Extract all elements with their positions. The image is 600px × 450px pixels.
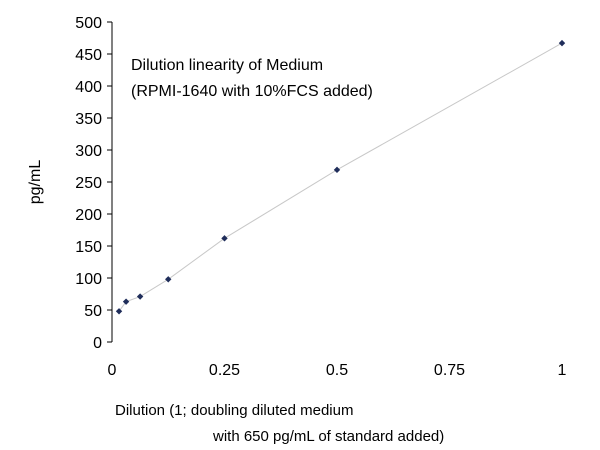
y-tick-label: 50 (84, 303, 102, 320)
y-tick-label: 350 (75, 111, 102, 128)
data-point (136, 293, 144, 300)
x-tick-label: 0.75 (434, 362, 465, 379)
y-axis: 0 50 100 150 200 250 300 350 400 450 500 (75, 15, 113, 352)
x-tick-label: 0 (108, 362, 117, 379)
x-tick-label: 0.25 (209, 362, 240, 379)
y-tick-label: 0 (93, 335, 102, 352)
y-tick-label: 200 (75, 207, 102, 224)
y-tick-label: 100 (75, 271, 102, 288)
x-axis: 0 0.25 0.5 0.75 1 (108, 362, 567, 379)
x-tick-label: 1 (558, 362, 567, 379)
x-tick-label: 0.5 (326, 362, 348, 379)
data-point (115, 308, 123, 315)
data-point (165, 276, 172, 283)
y-tick-label: 300 (75, 143, 102, 160)
y-tick-label: 150 (75, 239, 102, 256)
plot-area (115, 39, 566, 315)
data-point (558, 39, 566, 47)
data-point (122, 298, 130, 305)
y-axis-label: pg/mL (27, 160, 44, 205)
annotation-line-1: Dilution linearity of Medium (131, 57, 323, 74)
x-axis-label-line-2: with 650 pg/mL of standard added) (212, 428, 444, 445)
data-point (333, 166, 341, 174)
y-tick-label: 450 (75, 47, 102, 64)
y-tick-label: 400 (75, 79, 102, 96)
y-tick-label: 500 (75, 15, 102, 32)
annotation-line-2: (RPMI-1640 with 10%FCS added) (131, 83, 373, 100)
y-tick-label: 250 (75, 175, 102, 192)
x-axis-label-line-1: Dilution (1; doubling diluted medium (115, 402, 353, 419)
data-point (221, 235, 228, 242)
